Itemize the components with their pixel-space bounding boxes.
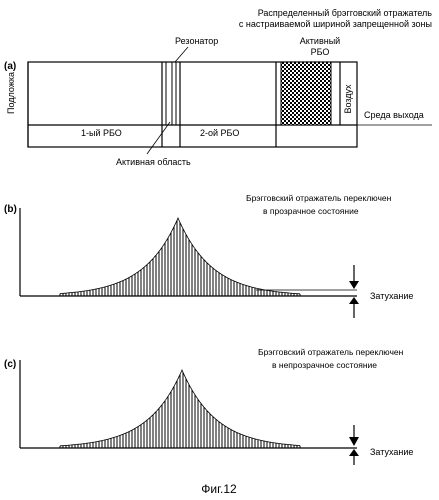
- active-dbr-label-line1: Активный: [300, 36, 340, 46]
- panel-c-emission-peak: [60, 370, 300, 448]
- active-region-pointer: [147, 122, 170, 154]
- panel-b-attenuation-arrow-bottom-head: [349, 297, 359, 304]
- active-dbr-checkered-region: [281, 62, 331, 125]
- figure-caption: Фиг.12: [201, 482, 237, 496]
- dbr2-label: 2-ой РБО: [200, 128, 239, 138]
- active-dbr-label-line2: РБО: [311, 47, 330, 57]
- panel-b-attenuation-label: Затухание: [370, 291, 413, 301]
- air-label: Воздух: [343, 84, 353, 114]
- panel-a-tag: (а): [4, 61, 16, 72]
- panel-c-attenuation-label: Затухание: [370, 447, 413, 457]
- active-region-label: Активная область: [116, 157, 191, 167]
- exit-medium-label: Среда выхода: [364, 110, 424, 120]
- panel-c: (c) Брэгговский отражатель переключен в …: [4, 347, 413, 465]
- panel-b: (b) Брэгговский отражатель переключен в …: [4, 193, 413, 318]
- panel-a: (а) Распределенный брэгговский отражател…: [4, 8, 432, 167]
- resonator-pointer: [175, 47, 188, 62]
- tunable-dbr-label-line2: с настраиваемой шириной запрещенной зоны: [239, 19, 432, 29]
- tunable-dbr-label-line1: Распределенный брэгговский отражатель: [258, 8, 433, 18]
- substrate-label: Подложка: [6, 72, 16, 114]
- panel-b-attenuation-arrow-top-head: [349, 281, 359, 289]
- dbr1-label: 1-ый РБО: [81, 128, 122, 138]
- panel-b-emission-peak: [60, 218, 300, 296]
- panel-c-tag: (c): [4, 359, 16, 370]
- panel-c-attenuation-arrow-top-head: [349, 437, 359, 446]
- resonator-label: Резонатор: [175, 36, 218, 46]
- panel-b-note-line2: в прозрачное состояние: [263, 206, 359, 216]
- panel-b-tag: (b): [4, 204, 17, 215]
- panel-c-attenuation-arrow-bottom-head: [349, 449, 359, 456]
- panel-c-note-line1: Брэгговский отражатель переключен: [258, 347, 404, 357]
- panel-b-note-line1: Брэгговский отражатель переключен: [246, 193, 392, 203]
- panel-c-note-line2: в непрозрачное состояние: [272, 360, 377, 370]
